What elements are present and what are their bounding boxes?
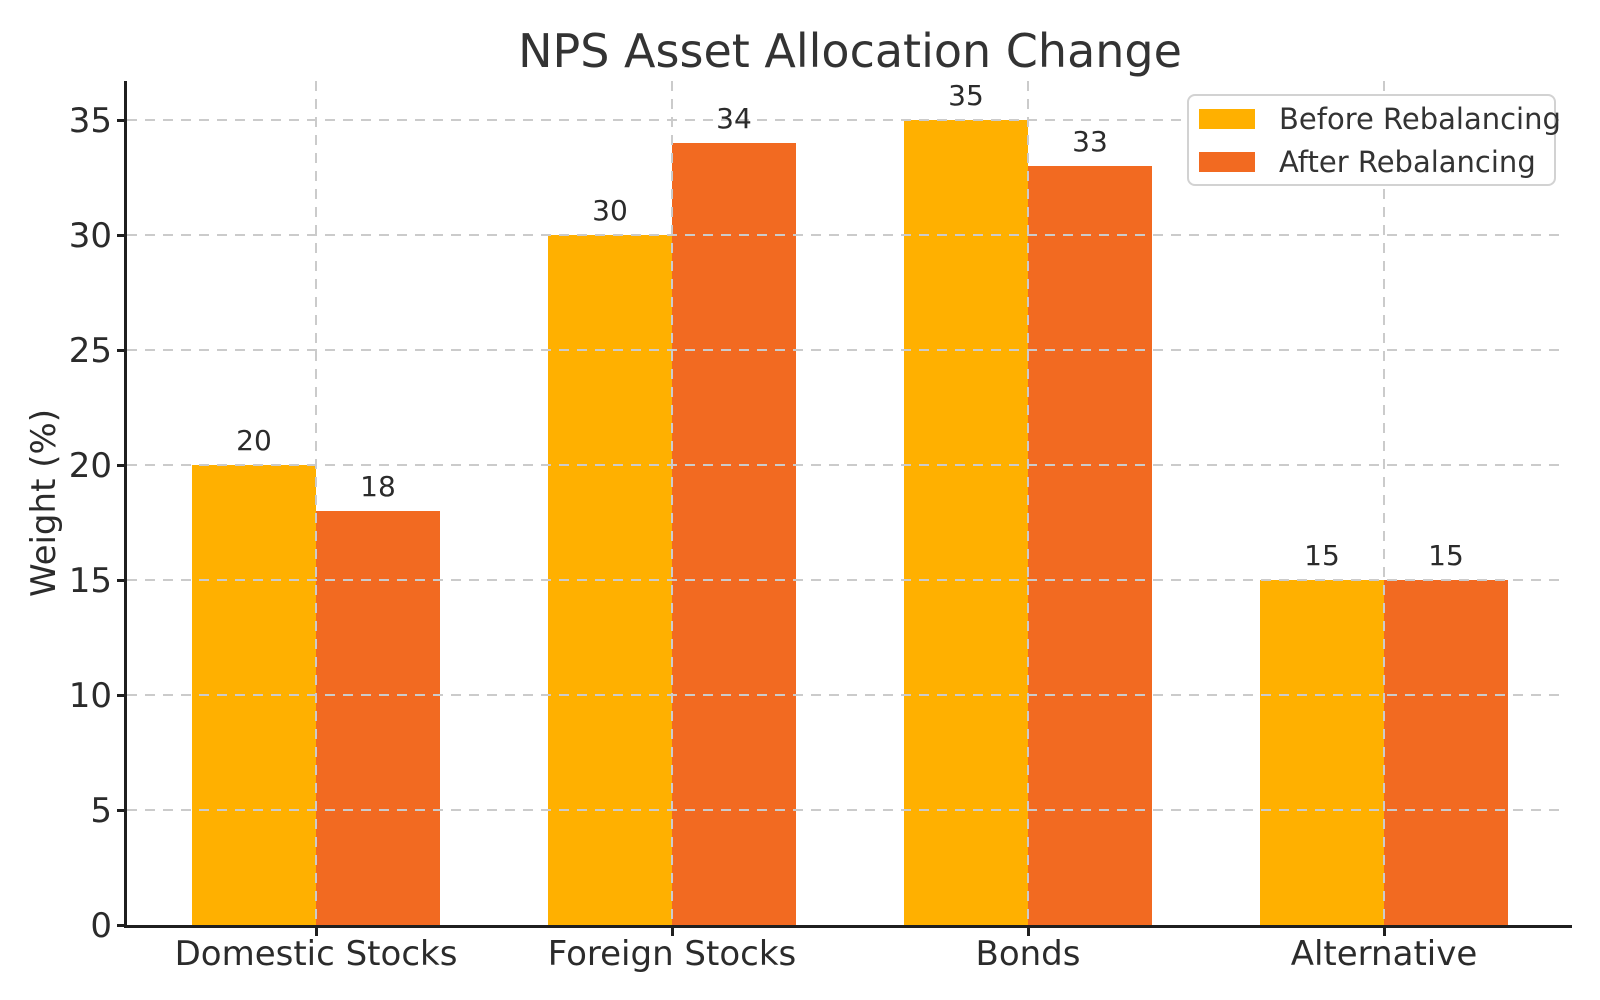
y-tick-label-15: 15: [68, 561, 112, 601]
bar-value-label: 30: [592, 194, 628, 227]
y-tick-label-35: 35: [68, 101, 112, 141]
y-tick-mark-35: [117, 119, 127, 122]
legend-swatch-before: [1199, 108, 1255, 129]
bar-before-bonds: [904, 120, 1028, 925]
x-tick-label-domestic-stocks: Domestic Stocks: [174, 934, 458, 974]
h-gridline-35: [127, 119, 1566, 121]
legend-swatch-after: [1199, 151, 1255, 172]
legend-label-before: Before Rebalancing: [1279, 101, 1561, 136]
x-tick-mark-1: [315, 928, 318, 936]
y-tick-mark-10: [117, 694, 127, 697]
x-tick-label-bonds: Bonds: [975, 934, 1081, 974]
plot-area: 20 18 30 34 35 33 15 15: [127, 81, 1572, 925]
legend-item-before: Before Rebalancing: [1199, 102, 1561, 136]
bar-after-bonds: [1028, 166, 1152, 925]
bar-before-alternative: [1260, 580, 1384, 925]
legend-item-after: After Rebalancing: [1199, 145, 1554, 179]
v-gridline-1: [315, 81, 317, 925]
y-tick-mark-0: [117, 924, 127, 927]
h-gridline-15: [127, 579, 1566, 581]
bar-value-label: 20: [236, 424, 272, 457]
v-gridline-3: [1027, 81, 1029, 925]
y-tick-mark-15: [117, 579, 127, 582]
bar-after-alternative: [1384, 580, 1508, 925]
y-tick-mark-30: [117, 234, 127, 237]
y-tick-label-20: 20: [68, 446, 112, 486]
v-gridline-2: [671, 81, 673, 925]
y-tick-mark-5: [117, 809, 127, 812]
y-tick-mark-25: [117, 349, 127, 352]
y-axis-spine: [124, 81, 127, 928]
v-gridline-4: [1383, 81, 1385, 925]
bar-value-label: 15: [1304, 539, 1340, 572]
y-tick-label-0: 0: [90, 906, 112, 946]
x-axis-spine: [124, 925, 1572, 928]
chart-title: NPS Asset Allocation Change: [518, 24, 1182, 78]
y-tick-label-10: 10: [68, 676, 112, 716]
h-gridline-20: [127, 464, 1566, 466]
x-tick-label-foreign-stocks: Foreign Stocks: [547, 934, 797, 974]
x-tick-mark-3: [1027, 928, 1030, 936]
y-tick-label-25: 25: [68, 331, 112, 371]
x-tick-label-alternative: Alternative: [1290, 934, 1478, 974]
legend: Before Rebalancing After Rebalancing: [1187, 94, 1561, 186]
bar-value-label: 35: [948, 79, 984, 112]
h-gridline-30: [127, 234, 1566, 236]
bar-value-label: 15: [1428, 539, 1464, 572]
bar-after-foreign-stocks: [672, 143, 796, 925]
h-gridline-25: [127, 349, 1566, 351]
x-tick-mark-2: [671, 928, 674, 936]
x-tick-mark-4: [1383, 928, 1386, 936]
bar-value-label: 34: [716, 102, 752, 135]
legend-label-after: After Rebalancing: [1279, 144, 1536, 179]
y-tick-label-30: 30: [68, 216, 112, 256]
h-gridline-10: [127, 694, 1566, 696]
y-tick-label-5: 5: [90, 791, 112, 831]
bar-after-domestic-stocks: [316, 511, 440, 925]
bar-value-label: 18: [360, 470, 396, 503]
bar-value-label: 33: [1072, 125, 1108, 158]
h-gridline-5: [127, 809, 1566, 811]
y-tick-mark-20: [117, 464, 127, 467]
